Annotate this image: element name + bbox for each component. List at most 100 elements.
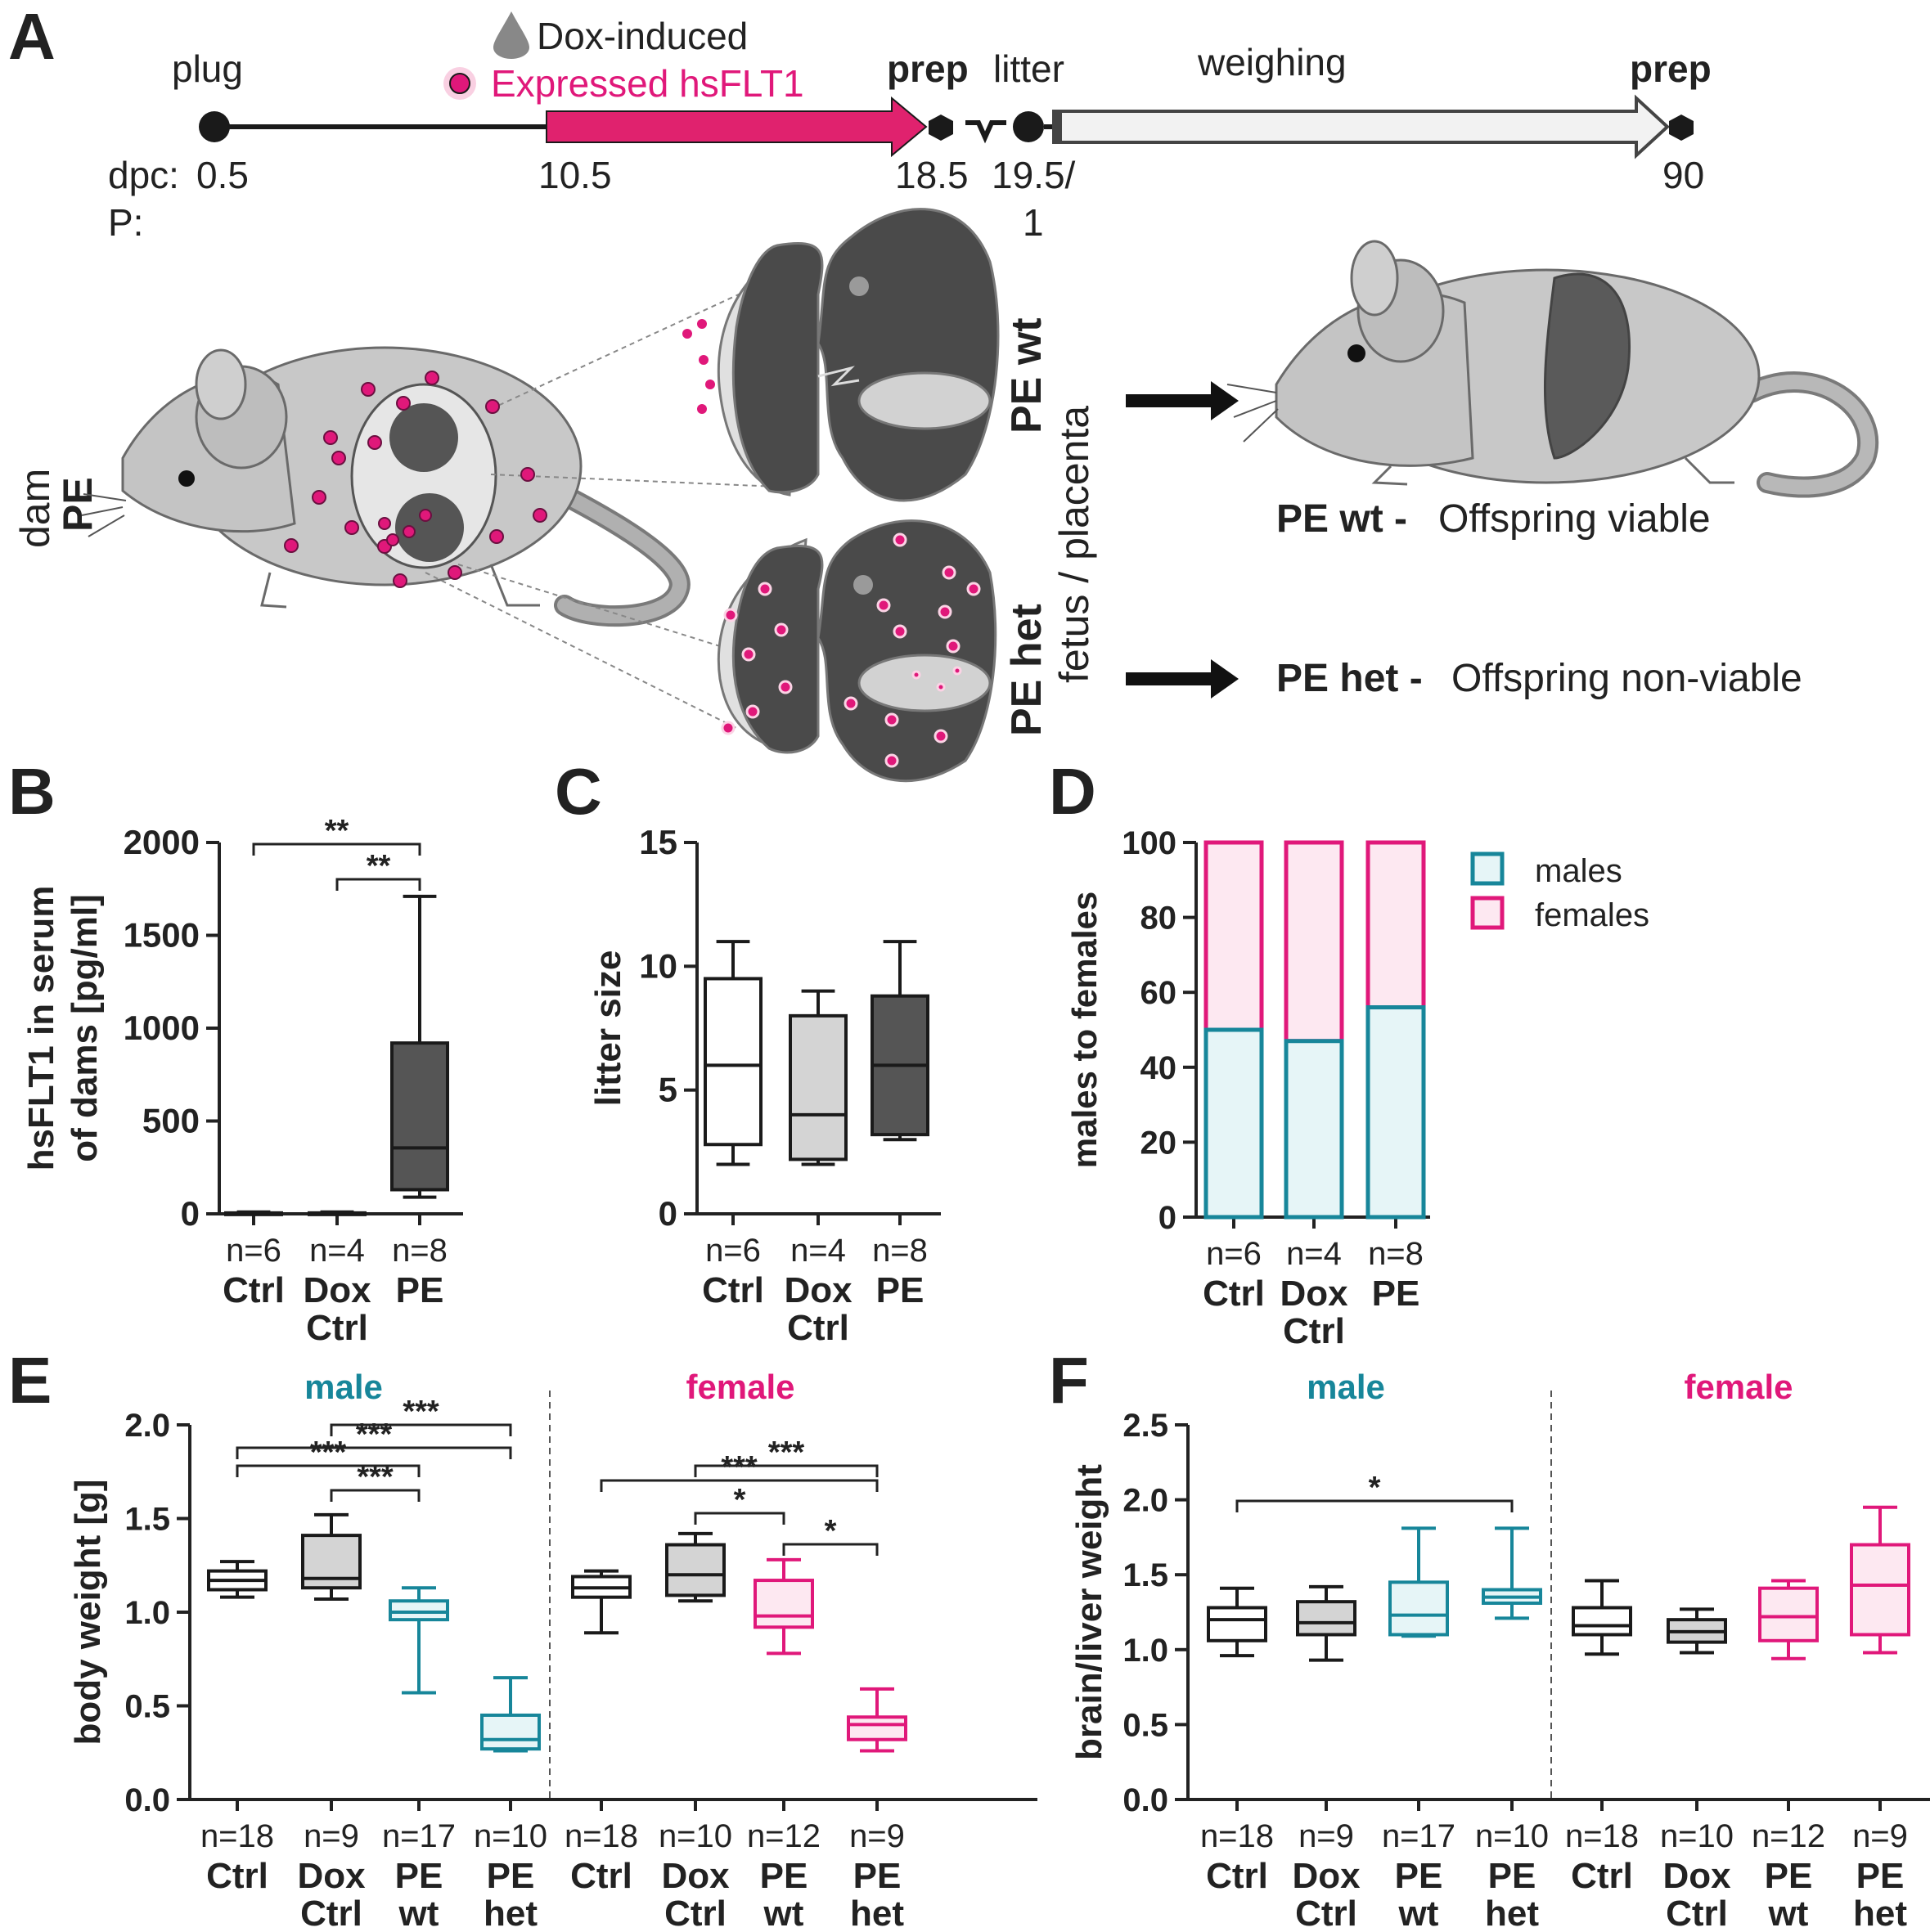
category-label: Ctrl <box>1295 1894 1357 1932</box>
category-label: Ctrl <box>664 1894 727 1932</box>
significance-bracket <box>782 1543 879 1556</box>
significance-label: *** <box>356 1418 393 1452</box>
category-label: wt <box>398 1894 439 1932</box>
category-label: Dox <box>661 1856 730 1896</box>
significance-label: * <box>1369 1471 1381 1505</box>
panel-letter-f: F <box>1049 1344 1089 1417</box>
n-label: n=8 <box>392 1233 448 1269</box>
n-label: n=10 <box>474 1818 547 1854</box>
box-0 <box>1207 1586 1267 1658</box>
bar-males <box>1203 1027 1264 1220</box>
category-label: wt <box>1768 1894 1809 1932</box>
y-tick-label: 0.5 <box>124 1689 170 1725</box>
box-2 <box>389 1586 449 1695</box>
timeline-t-19-5: 19.5/ <box>992 154 1076 196</box>
category-label: PE <box>1856 1856 1905 1896</box>
timeline-prep-marker-1 <box>929 115 953 141</box>
box-1 <box>301 1512 362 1601</box>
y-tick-label: 0 <box>181 1194 200 1233</box>
category-label: Dox <box>784 1270 853 1310</box>
y-tick-label: 0.5 <box>1122 1707 1168 1743</box>
n-label: n=18 <box>1565 1818 1639 1854</box>
category-label: Ctrl <box>300 1894 362 1932</box>
category-label: PE <box>1395 1856 1443 1896</box>
box-iqr <box>1758 1586 1819 1642</box>
pe-het-vertical-label: PE het <box>1003 604 1050 736</box>
drop-icon <box>493 11 529 59</box>
category-label: Dox <box>1292 1856 1361 1896</box>
box-1 <box>308 1210 367 1216</box>
box-6 <box>754 1557 814 1656</box>
category-label: Ctrl <box>1571 1856 1633 1896</box>
significance-label: *** <box>721 1450 758 1485</box>
category-label: PE <box>396 1270 444 1310</box>
n-label: n=17 <box>382 1818 456 1854</box>
bar-females <box>1203 840 1264 1032</box>
n-label: n=9 <box>849 1818 905 1854</box>
category-label: PE <box>487 1856 535 1896</box>
panel-letter-c: C <box>555 755 602 828</box>
category-label: Dox <box>1280 1274 1348 1314</box>
y-tick-label: 20 <box>1140 1125 1177 1161</box>
bar-females <box>1365 840 1426 1010</box>
bar-males <box>1284 1039 1344 1220</box>
y-tick-label: 1.0 <box>124 1595 170 1631</box>
significance-label: * <box>825 1514 837 1548</box>
category-label: PE <box>760 1856 808 1896</box>
significance-bracket <box>252 842 421 856</box>
legend-label-females: females <box>1535 897 1649 933</box>
y-tick-label: 2.0 <box>1122 1483 1168 1519</box>
timeline-prep-2: prep <box>1630 47 1712 90</box>
box-0 <box>704 940 763 1166</box>
dam-pe-label: PE <box>55 477 101 532</box>
significance-bracket <box>694 1464 879 1477</box>
significance-bracket <box>236 1464 421 1477</box>
bar-males <box>1365 1005 1426 1220</box>
box-2 <box>390 894 449 1199</box>
y-tick-label: 10 <box>639 946 677 985</box>
box-iqr <box>754 1579 814 1629</box>
n-label: n=6 <box>705 1233 761 1269</box>
timeline-expression-arrow <box>546 96 928 158</box>
chart-d: 0 20 40 60 80 100 males to females n=6 n=4 n=8 Ctr… <box>1065 825 1649 1351</box>
n-label: n=9 <box>1298 1818 1354 1854</box>
category-label: Ctrl <box>1283 1311 1345 1351</box>
y-axis-label: body weight [g] <box>68 1479 108 1745</box>
n-label: n=10 <box>1475 1818 1549 1854</box>
category-label: Dox <box>297 1856 366 1896</box>
y-axis-label: males to females <box>1065 892 1104 1169</box>
category-label: Ctrl <box>570 1856 632 1896</box>
box-5 <box>665 1531 726 1603</box>
outcome-het-text: Offspring non-viable <box>1451 657 1802 700</box>
box-iqr <box>389 1599 449 1622</box>
y-tick-label: 0 <box>1158 1200 1176 1236</box>
timeline-plug-label: plug <box>172 47 243 90</box>
panel-letter-a: A <box>8 0 56 73</box>
box-7 <box>847 1687 907 1753</box>
category-label: PE <box>876 1270 925 1310</box>
significance-label: *** <box>357 1460 394 1494</box>
significance-label: *** <box>768 1436 805 1470</box>
category-label: Ctrl <box>1206 1856 1268 1896</box>
bar-females <box>1284 840 1344 1044</box>
chart-f: 0.0 0.5 1.0 1.5 2.0 2.5 brain/liver weight n=18… <box>1069 1368 1930 1932</box>
box-iqr <box>1850 1543 1910 1637</box>
timeline-prep-1: prep <box>887 47 969 90</box>
y-axis-label: hsFLT1 in serum <box>21 886 61 1171</box>
category-label: Ctrl <box>206 1856 268 1896</box>
category-label: het <box>1853 1894 1907 1932</box>
significance-label: ** <box>325 814 349 848</box>
n-label: n=10 <box>1660 1818 1734 1854</box>
fetus-placenta-label: fetus / placenta <box>1051 406 1097 683</box>
y-tick-label: 1.5 <box>1122 1557 1168 1593</box>
category-label: wt <box>1398 1894 1439 1932</box>
timeline-weighing-label: weighing <box>1197 41 1347 83</box>
legend-label-males: males <box>1535 853 1622 889</box>
n-label: n=12 <box>1752 1818 1825 1854</box>
y-tick-label: 1.0 <box>1122 1633 1168 1669</box>
timeline-dox-induced: Dox-induced <box>537 15 748 57</box>
timeline-dpc-label: dpc: <box>108 154 179 196</box>
panel-letter-d: D <box>1049 755 1096 828</box>
y-tick-label: 0.0 <box>1122 1782 1168 1818</box>
category-label: wt <box>763 1894 804 1932</box>
